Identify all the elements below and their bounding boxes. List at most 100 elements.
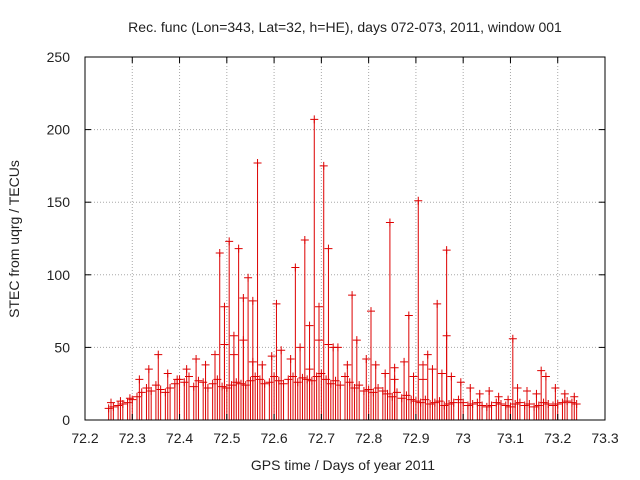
y-tick-label: 0 [62, 412, 70, 428]
data-point [390, 363, 399, 372]
impulse-lines [108, 119, 578, 420]
data-point [248, 357, 257, 366]
data-point [463, 401, 472, 410]
data-point [435, 397, 444, 406]
data-point [442, 246, 451, 255]
data-point [163, 369, 172, 378]
data-point [563, 397, 572, 406]
data-point [407, 395, 416, 404]
data-point [523, 386, 531, 395]
x-tick-label: 72.4 [166, 430, 193, 446]
data-point [558, 398, 567, 407]
data-point [107, 398, 115, 407]
data-point [284, 375, 293, 384]
data-point [298, 373, 307, 382]
data-point [307, 376, 316, 385]
data-point [114, 401, 123, 410]
data-point [404, 311, 413, 320]
x-tick-label: 73.1 [497, 430, 524, 446]
data-point [322, 375, 331, 384]
data-point [544, 400, 553, 409]
data-point [567, 398, 576, 407]
data-point [211, 350, 219, 359]
data-point [213, 375, 222, 384]
data-point [180, 378, 189, 387]
data-point [116, 397, 125, 406]
data-point [329, 343, 338, 352]
data-point [506, 402, 515, 411]
data-point [317, 369, 326, 378]
data-point [572, 400, 581, 409]
x-tick-label: 72.6 [260, 430, 287, 446]
data-point [234, 244, 243, 253]
data-point [173, 375, 182, 384]
data-point [383, 389, 392, 398]
data-point [305, 365, 314, 374]
data-point [466, 384, 475, 393]
data-point [537, 366, 546, 375]
data-point [324, 340, 333, 349]
data-point [397, 394, 406, 403]
x-tick-label: 72.8 [355, 430, 382, 446]
data-point [272, 299, 281, 308]
data-point [218, 382, 227, 391]
grid-lines [85, 57, 605, 420]
data-point [419, 360, 427, 369]
data-point [501, 401, 510, 410]
data-point [381, 369, 390, 378]
data-point [532, 389, 541, 398]
data-point [348, 291, 357, 300]
data-point [508, 334, 517, 343]
data-point [151, 381, 160, 390]
data-point [421, 395, 430, 404]
data-point [109, 402, 118, 411]
data-point [237, 379, 245, 388]
data-point [125, 394, 134, 403]
data-point [133, 392, 141, 401]
x-tick-label: 72.9 [402, 430, 429, 446]
data-point [442, 331, 451, 340]
data-point [267, 352, 276, 361]
y-axis-label: STEC from uqrg / TECUs [6, 160, 22, 318]
data-point [400, 357, 409, 366]
data-point [426, 400, 435, 409]
data-point [402, 391, 411, 400]
data-point [315, 302, 323, 311]
data-point [350, 384, 359, 393]
data-point [513, 384, 522, 393]
x-tick-label: 72.7 [308, 430, 335, 446]
data-point [440, 401, 449, 410]
data-point [189, 382, 198, 391]
data-point [497, 400, 505, 409]
data-point [345, 378, 354, 387]
data-point [482, 402, 491, 411]
data-point [454, 395, 463, 404]
data-point [487, 401, 496, 410]
data-point [433, 299, 442, 308]
data-point [154, 350, 163, 359]
data-point [447, 372, 456, 381]
data-point [409, 372, 418, 381]
y-tick-label: 50 [54, 339, 70, 355]
y-tick-label: 100 [47, 267, 71, 283]
data-point [525, 400, 534, 409]
x-tick-label: 72.5 [213, 430, 240, 446]
data-point [265, 378, 274, 387]
data-point [331, 376, 340, 385]
data-point [385, 218, 394, 227]
data-point [220, 302, 229, 311]
data-point [414, 196, 423, 205]
data-point [274, 376, 283, 385]
data-point [468, 400, 477, 409]
data-point [305, 321, 314, 330]
data-point [560, 389, 569, 398]
data-point [369, 388, 378, 397]
data-point [374, 384, 383, 393]
data-point [352, 336, 361, 345]
data-point [239, 336, 248, 345]
data-point [142, 384, 151, 393]
data-point [260, 379, 269, 388]
data-point [215, 249, 224, 258]
data-point [246, 376, 255, 385]
data-point [208, 379, 217, 388]
